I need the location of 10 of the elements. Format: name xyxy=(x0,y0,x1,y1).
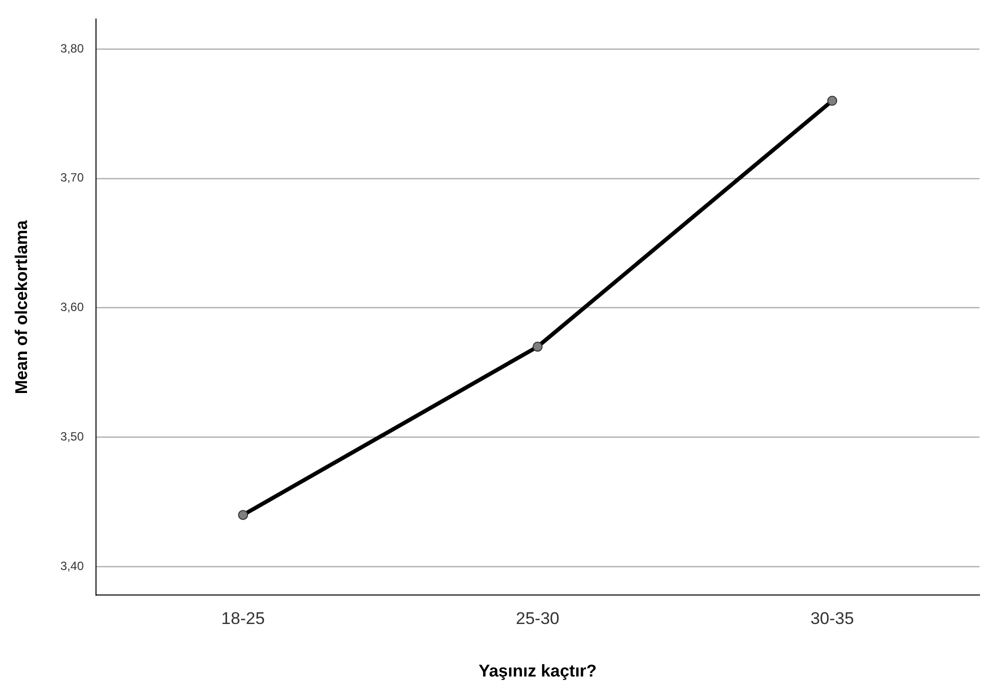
y-tick-label: 3,70 xyxy=(60,170,84,185)
x-tick-label: 30-35 xyxy=(810,609,854,628)
x-axis-title: Yaşınız kaçtır? xyxy=(478,661,597,680)
y-tick-label: 3,50 xyxy=(60,430,84,444)
y-tick-label: 3,60 xyxy=(60,300,84,314)
y-tick-label: 3,40 xyxy=(60,559,84,574)
x-tick-label: 18-25 xyxy=(221,609,265,628)
y-axis-title: Mean of olcekortlama xyxy=(12,220,31,394)
x-tick-label: 25-30 xyxy=(516,609,560,628)
y-tick-label: 3,80 xyxy=(60,41,84,56)
